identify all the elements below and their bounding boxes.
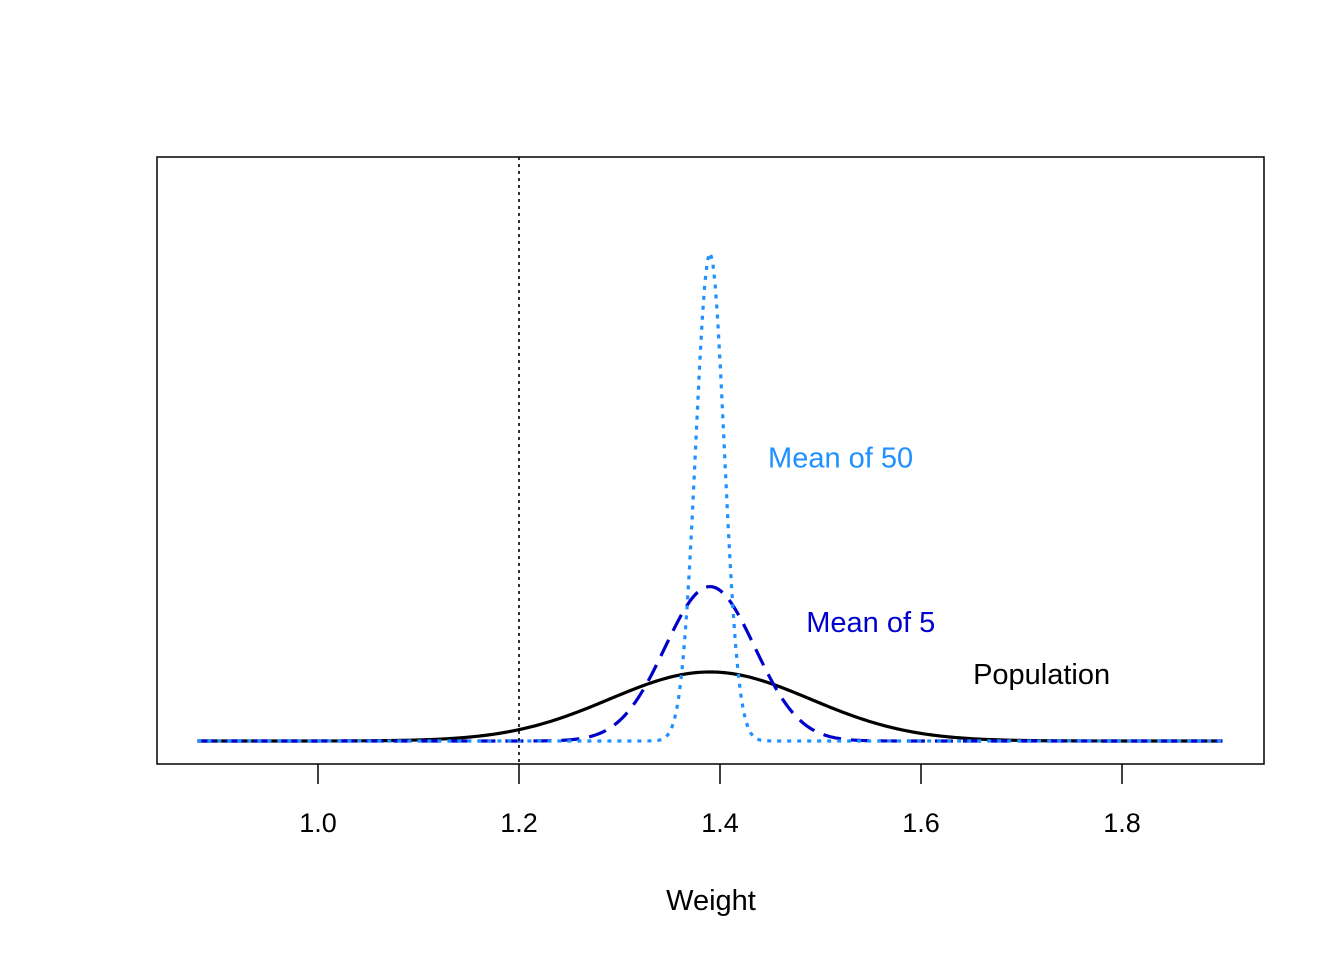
x-tick-label: 1.4 (701, 808, 739, 838)
plot-frame (156, 156, 1265, 765)
x-axis: 1.0 1.2 1.4 1.6 1.8 (299, 764, 1141, 838)
label-mean-of-50: Mean of 50 (768, 443, 913, 475)
curve-mean-of-50 (197, 247, 1223, 743)
curve-labels: Population Mean of 5 Mean of 50 (768, 443, 1110, 691)
x-tick-label: 1.0 (299, 808, 337, 838)
label-mean-of-5: Mean of 5 (806, 607, 935, 639)
label-population: Population (973, 659, 1110, 691)
curves (197, 247, 1223, 743)
x-tick-label: 1.8 (1103, 808, 1141, 838)
x-axis-label: Weight (666, 885, 756, 917)
x-tick-label: 1.2 (500, 808, 538, 838)
x-tick-label: 1.6 (902, 808, 940, 838)
